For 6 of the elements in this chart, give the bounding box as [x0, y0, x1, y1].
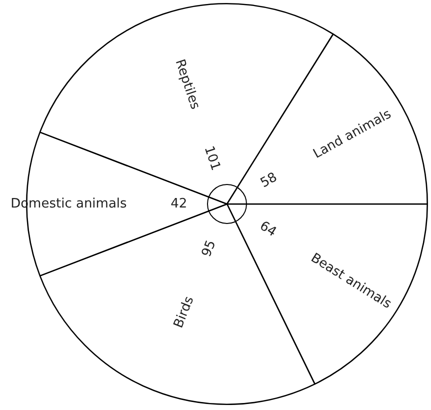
data-label: 64 [256, 218, 279, 240]
data-label: 101 [200, 144, 223, 172]
data-label: 58 [258, 170, 280, 192]
slice-label: Birds [171, 294, 198, 330]
data-label: 42 [170, 196, 188, 212]
data-label: 95 [199, 238, 220, 260]
